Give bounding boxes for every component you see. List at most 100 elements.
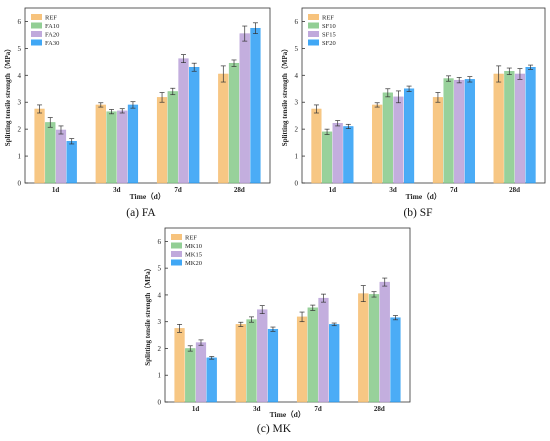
bar-mk10-7d xyxy=(307,307,318,403)
bar-ref-3d xyxy=(372,104,383,184)
x-tick-label: 7d xyxy=(450,186,458,194)
bar-sf20-7d xyxy=(464,79,475,184)
y-axis-label: Splitting tensile strength（MPa） xyxy=(4,45,12,146)
x-axis-label: Time（d） xyxy=(406,191,442,201)
bar-mk10-28d xyxy=(368,294,380,403)
y-tick-label: 3 xyxy=(295,99,299,107)
y-tick-label: 3 xyxy=(18,99,22,107)
bar-sf15-28d xyxy=(514,73,526,184)
bar-ref-1d xyxy=(34,108,45,184)
legend-label-ref: REF xyxy=(322,15,334,22)
y-tick-label: 2 xyxy=(18,126,22,134)
y-tick-label: 4 xyxy=(295,72,299,80)
bar-mk15-7d xyxy=(318,297,329,403)
x-tick-label: 3d xyxy=(253,405,261,413)
x-tick-label: 7d xyxy=(174,186,182,194)
legend-label-ref: REF xyxy=(185,235,197,242)
chart-panel-mk: 0 1 2 3 4 5 6 1d 3d 7d 28d Time（d） Splitting tensile… xyxy=(144,227,411,435)
panel-caption: (a) FA xyxy=(126,207,156,219)
x-tick-label: 1d xyxy=(329,186,337,194)
legend-swatch-mk20 xyxy=(171,259,182,266)
bar-sf15-3d xyxy=(393,96,404,184)
bar-mk20-3d xyxy=(267,328,279,403)
legend-swatch-ref xyxy=(171,234,182,240)
bar-mk15-28d xyxy=(379,281,390,403)
y-tick-label: 5 xyxy=(295,45,299,53)
y-tick-label: 3 xyxy=(158,318,162,326)
bar-fa30-7d xyxy=(189,67,200,184)
legend-swatch-fa20 xyxy=(31,31,42,37)
panel-caption: (c) MK xyxy=(257,423,292,435)
y-tick-label: 1 xyxy=(158,372,162,380)
bar-ref-7d xyxy=(156,97,168,184)
legend-swatch-ref xyxy=(31,14,42,20)
y-tick-label: 4 xyxy=(158,291,162,299)
y-tick-label: 6 xyxy=(18,18,22,26)
y-tick-label: 1 xyxy=(295,153,299,161)
bar-mk10-3d xyxy=(246,319,257,403)
legend-swatch-mk15 xyxy=(171,251,182,257)
bar-sf20-28d xyxy=(525,67,536,184)
bar-fa30-3d xyxy=(127,104,139,184)
y-tick-label: 5 xyxy=(158,265,162,273)
legend-swatch-fa30 xyxy=(31,39,42,46)
chart-panel-sf: 0 1 2 3 4 5 6 1d 3d 7d 28d Time（d） Splitting tensile… xyxy=(281,7,546,219)
bar-sf10-1d xyxy=(321,131,333,184)
x-axis-label: Time（d） xyxy=(130,191,166,201)
bar-ref-7d xyxy=(432,97,443,184)
legend-swatch-ref xyxy=(308,14,319,20)
bar-fa10-7d xyxy=(167,91,178,184)
bar-fa10-3d xyxy=(106,111,117,184)
legend-label-fa30: FA30 xyxy=(45,40,59,47)
bar-fa10-1d xyxy=(45,122,56,184)
y-tick-label: 0 xyxy=(158,399,162,407)
bar-ref-1d xyxy=(311,108,322,184)
bar-sf20-3d xyxy=(404,88,415,184)
x-tick-label: 28d xyxy=(509,186,520,194)
y-tick-label: 2 xyxy=(295,126,299,134)
bar-sf10-3d xyxy=(382,92,393,184)
legend-label-ref: REF xyxy=(45,15,57,22)
x-tick-label: 28d xyxy=(234,186,245,194)
bar-ref-3d xyxy=(95,104,106,184)
plot-frame xyxy=(164,227,411,403)
bar-mk15-1d xyxy=(195,342,207,403)
legend-label-mk20: MK20 xyxy=(185,260,202,267)
legend-swatch-fa10 xyxy=(31,22,42,29)
bar-ref-7d xyxy=(296,316,308,403)
y-tick-label: 5 xyxy=(18,45,22,53)
y-tick-label: 4 xyxy=(18,72,22,80)
bar-mk10-1d xyxy=(185,348,196,403)
x-tick-label: 1d xyxy=(52,186,60,194)
legend-swatch-mk10 xyxy=(171,242,182,249)
legend-swatch-sf10 xyxy=(308,22,319,29)
bar-fa30-1d xyxy=(66,141,77,184)
y-tick-label: 0 xyxy=(295,180,299,188)
x-tick-label: 28d xyxy=(374,405,385,413)
plot-frame xyxy=(301,7,546,184)
bar-fa20-28d xyxy=(239,33,250,184)
panel-caption: (b) SF xyxy=(403,207,432,219)
bar-mk20-28d xyxy=(390,317,401,403)
x-axis-label: Time（d） xyxy=(270,409,306,419)
bar-sf10-28d xyxy=(504,71,515,184)
bar-fa30-28d xyxy=(250,27,261,184)
bar-mk20-7d xyxy=(329,324,340,403)
chart-panel-fa: 0 1 2 3 4 5 6 1d 3d 7d 28d Time（d） Splitting tensile… xyxy=(4,7,271,219)
bar-sf10-7d xyxy=(443,78,454,184)
bar-ref-28d xyxy=(358,293,369,403)
legend-swatch-sf15 xyxy=(308,31,319,37)
plot-frame xyxy=(24,7,271,184)
x-tick-label: 3d xyxy=(389,186,397,194)
x-tick-label: 1d xyxy=(192,405,200,413)
legend-swatch-sf20 xyxy=(308,39,319,46)
y-axis-label: Splitting tensile strength（MPa） xyxy=(144,264,152,365)
legend-label-fa10: FA10 xyxy=(45,23,59,30)
bar-fa20-7d xyxy=(178,58,189,184)
bar-mk15-3d xyxy=(257,309,268,403)
x-tick-label: 3d xyxy=(113,186,121,194)
y-tick-label: 1 xyxy=(18,153,22,161)
y-axis-label: Splitting tensile strength（MPa） xyxy=(281,45,289,146)
